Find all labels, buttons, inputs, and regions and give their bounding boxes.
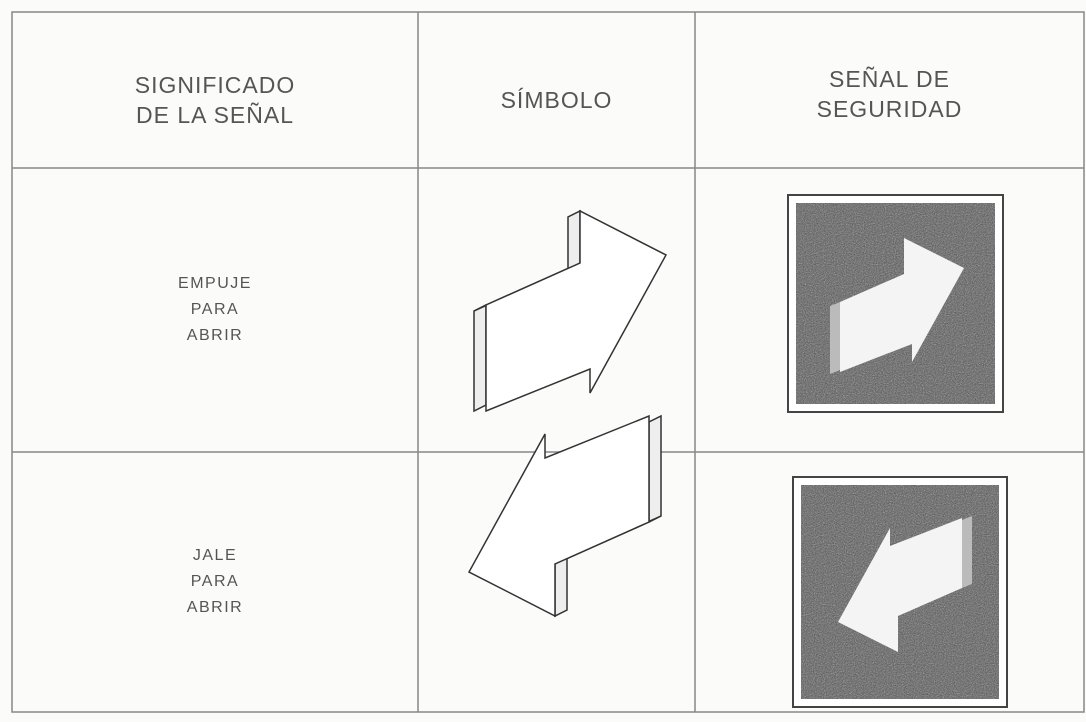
header-text: SEGURIDAD bbox=[816, 96, 963, 122]
label-text: PARA bbox=[190, 573, 240, 590]
header-cell: SEÑAL DE SEGURIDAD bbox=[695, 44, 1084, 144]
header-cell: SÍMBOLO bbox=[418, 50, 695, 150]
header-text: SIGNIFICADO bbox=[134, 72, 296, 98]
label-text: JALE bbox=[192, 547, 238, 564]
push-symbol bbox=[473, 210, 667, 412]
grid bbox=[11, 11, 1085, 713]
pull-symbol bbox=[468, 415, 662, 617]
push-sign bbox=[787, 194, 1004, 413]
row-label: EMPUJE PARA ABRIR bbox=[12, 168, 418, 452]
pull-sign bbox=[792, 476, 1008, 708]
header-text: SEÑAL DE bbox=[829, 66, 950, 92]
row-label: JALE PARA ABRIR bbox=[12, 452, 418, 712]
label-text: PARA bbox=[190, 301, 240, 318]
header-cell: SIGNIFICADO DE LA SEÑAL bbox=[12, 50, 418, 150]
header-text: DE LA SEÑAL bbox=[135, 102, 295, 128]
label-text: ABRIR bbox=[186, 599, 244, 616]
header-text: SÍMBOLO bbox=[500, 87, 613, 113]
label-text: EMPUJE bbox=[178, 275, 252, 292]
label-text: ABRIR bbox=[186, 327, 244, 344]
